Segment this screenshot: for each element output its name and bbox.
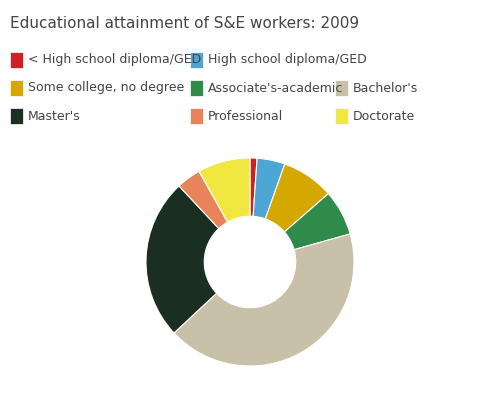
Text: Doctorate: Doctorate	[352, 110, 415, 122]
Wedge shape	[284, 194, 350, 250]
Text: Professional: Professional	[208, 110, 283, 122]
Text: Master's: Master's	[28, 110, 80, 122]
Wedge shape	[199, 158, 250, 222]
Text: Associate's-academic: Associate's-academic	[208, 82, 343, 94]
Text: < High school diploma/GED: < High school diploma/GED	[28, 54, 201, 66]
Wedge shape	[250, 158, 257, 216]
Text: High school diploma/GED: High school diploma/GED	[208, 54, 366, 66]
Wedge shape	[266, 164, 328, 232]
Wedge shape	[253, 158, 285, 219]
Wedge shape	[179, 171, 228, 228]
Text: Some college, no degree: Some college, no degree	[28, 82, 184, 94]
Text: Bachelor's: Bachelor's	[352, 82, 418, 94]
Wedge shape	[146, 186, 219, 333]
Wedge shape	[174, 234, 354, 366]
Text: Educational attainment of S&E workers: 2009: Educational attainment of S&E workers: 2…	[10, 16, 359, 31]
